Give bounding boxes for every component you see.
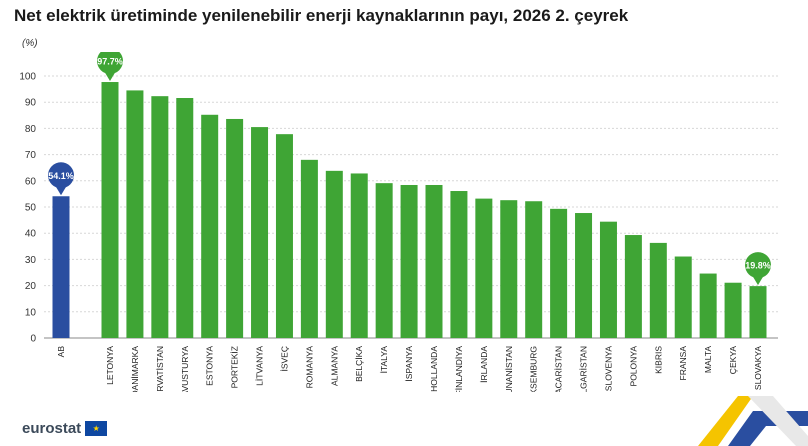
x-tick-label: İSVEÇ	[279, 346, 289, 372]
y-tick-label: 0	[30, 334, 36, 345]
bar-17	[500, 200, 518, 338]
bar-22	[624, 235, 642, 338]
x-tick-label: AVUSTURYA	[180, 346, 190, 392]
x-tick-label: İSPANYA	[404, 346, 414, 382]
x-tick-label: DANİMARKA	[130, 346, 140, 392]
eurostat-brand-text: eurostat	[22, 420, 82, 437]
bar-18	[525, 201, 543, 338]
x-tick-label: İTALYA	[379, 346, 389, 374]
x-tick-label: ÇEKYA	[728, 346, 738, 375]
x-tick-label: FRANSA	[678, 346, 688, 381]
bar-2	[126, 90, 144, 338]
bar-4	[176, 98, 194, 338]
x-tick-label: MALTA	[703, 346, 713, 373]
y-tick-label: 10	[25, 307, 37, 318]
bar-15	[450, 191, 468, 338]
bar-16	[475, 198, 493, 338]
y-tick-label: 80	[25, 124, 37, 135]
bar-7	[251, 127, 269, 338]
chart-canvas: 0 10 20 30 40 50 60 70 80 90 100 AB LETONYA DANİMARKA…	[19, 52, 778, 392]
x-tick-label: SLOVENYA	[603, 346, 613, 392]
y-tick-label: 50	[25, 203, 37, 214]
bar-23	[649, 242, 667, 338]
x-tick-label: ESTONYA	[205, 346, 215, 386]
bar-26	[724, 282, 742, 338]
x-tick-label: KIBRIS	[653, 346, 663, 374]
y-tick-label: 60	[25, 176, 37, 187]
bar-6	[226, 118, 244, 338]
bar-8	[275, 134, 293, 338]
bar-chart: 0 10 20 30 40 50 60 70 80 90 100 AB LETONYA DANİMARKA…	[0, 52, 808, 392]
bar-12	[375, 183, 393, 338]
data-label: 54.1%	[48, 171, 74, 181]
bar-3	[151, 96, 169, 338]
bar-11	[350, 173, 368, 338]
bar-14	[425, 184, 443, 338]
eurostat-ribbon-icon	[698, 396, 808, 446]
bar-21	[599, 221, 617, 338]
bar-10	[325, 170, 343, 338]
bar-0	[52, 196, 70, 338]
x-tick-label: AB	[56, 346, 66, 358]
bar-9	[300, 159, 318, 338]
x-tick-label: HOLLANDA	[429, 346, 439, 392]
y-tick-label: 90	[25, 98, 37, 109]
x-tick-label: HIRVATİSTAN	[155, 346, 165, 392]
bar-24	[674, 256, 692, 338]
callout-circle	[97, 52, 123, 75]
x-tick-label: SLOVAKYA	[753, 346, 763, 390]
eurostat-logo: eurostat ★	[22, 420, 108, 437]
y-tick-label: 40	[25, 229, 37, 240]
x-tick-label: MACARİSTAN	[554, 346, 564, 392]
bar-25	[699, 273, 717, 338]
bar-13	[400, 184, 418, 338]
x-tick-label: LÜKSEMBURG	[529, 346, 539, 392]
y-tick-label: 20	[25, 281, 37, 292]
y-axis-unit-label: (%)	[22, 38, 38, 49]
x-tick-label: YUNANİSTAN	[504, 346, 514, 392]
x-tick-label: İRLANDA	[479, 346, 489, 383]
x-tick-label: POLONYA	[628, 346, 638, 387]
bar-5	[201, 114, 219, 338]
chart-title: Net elektrik üretiminde yenilenebilir en…	[14, 6, 629, 25]
callout-circle	[745, 252, 771, 279]
x-tick-label: ALMANYA	[329, 346, 339, 386]
callout-circle	[48, 162, 74, 189]
bar-1	[101, 82, 119, 338]
bar-19	[550, 208, 568, 338]
eu-flag-icon: ★	[85, 421, 108, 436]
x-tick-label: LİTVANYA	[255, 346, 265, 386]
bar-20	[575, 213, 593, 338]
x-tick-label: ROMANYA	[304, 346, 314, 389]
x-tick-label: LETONYA	[105, 346, 115, 385]
x-tick-label: BULGARİSTAN	[579, 346, 589, 392]
bar-27	[749, 286, 767, 338]
data-label: 19.8%	[745, 261, 771, 271]
y-tick-label: 70	[25, 150, 37, 161]
data-label: 97.7%	[97, 57, 123, 67]
y-tick-label: 30	[25, 255, 37, 266]
x-tick-label: FİNLANDİYA	[454, 346, 464, 392]
y-tick-label: 100	[19, 72, 36, 83]
x-tick-label: PORTEKİZ	[230, 346, 240, 388]
x-tick-label: BELÇİKA	[354, 346, 364, 382]
